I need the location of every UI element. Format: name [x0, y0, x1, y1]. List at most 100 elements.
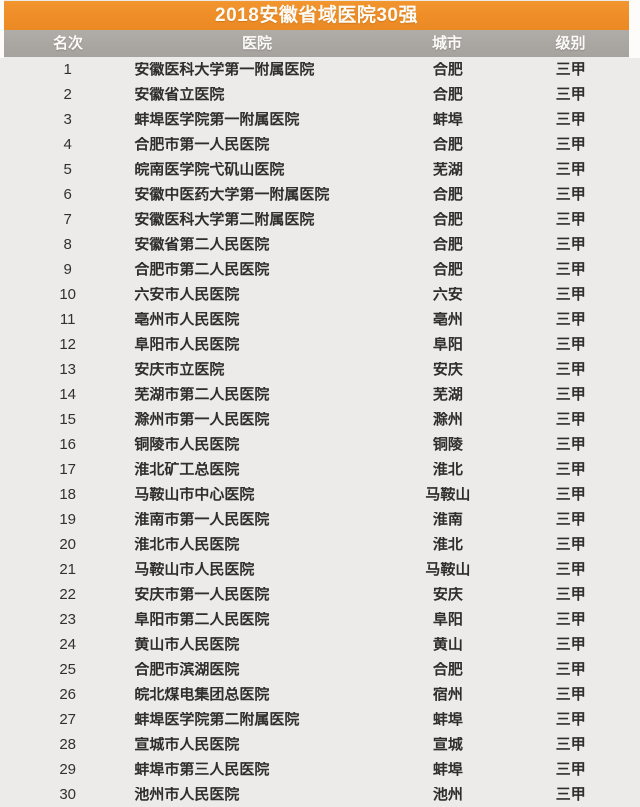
- cell-rank: 13: [59, 362, 77, 377]
- column-header-city: 城市: [431, 35, 462, 52]
- cell-rank: 22: [59, 587, 77, 602]
- cell-name: 皖北煤电集团总医院: [134, 687, 270, 702]
- cell-rank: 19: [59, 512, 77, 527]
- cell-city: 蚌埠: [432, 112, 463, 127]
- cell-level: 三甲: [555, 137, 586, 152]
- cell-rank: 15: [59, 412, 77, 427]
- cell-city: 宣城: [432, 737, 463, 752]
- cell-city: 黄山: [432, 637, 463, 652]
- table-row: 30 池州市人民医院 池州 三甲: [4, 782, 629, 807]
- cell-rank: 4: [63, 137, 72, 152]
- cell-name: 蚌埠医学院第二附属医院: [134, 712, 300, 727]
- cell-level: 三甲: [555, 262, 586, 277]
- cell-rank: 10: [59, 287, 77, 302]
- cell-name: 马鞍山市中心医院: [134, 487, 255, 502]
- cell-name: 亳州市人民医院: [134, 312, 240, 327]
- cell-name: 宣城市人民医院: [134, 737, 240, 752]
- cell-city: 亳州: [432, 312, 463, 327]
- cell-city: 淮北: [432, 537, 463, 552]
- table-row: 18 马鞍山市中心医院 马鞍山 三甲: [4, 482, 629, 507]
- cell-level: 三甲: [555, 412, 586, 427]
- cell-rank: 29: [59, 762, 77, 777]
- table-row: 1 安徽医科大学第一附属医院 合肥 三甲: [4, 57, 629, 82]
- cell-level: 三甲: [555, 237, 586, 252]
- cell-name: 皖南医学院弋矶山医院: [134, 162, 285, 177]
- cell-rank: 18: [59, 487, 77, 502]
- cell-city: 铜陵: [432, 437, 463, 452]
- column-header-rank: 名次: [52, 35, 83, 52]
- table-row: 20 淮北市人民医院 淮北 三甲: [4, 532, 629, 557]
- table-row: 24 黄山市人民医院 黄山 三甲: [4, 632, 629, 657]
- cell-name: 合肥市滨湖医院: [134, 662, 240, 677]
- cell-rank: 5: [63, 162, 72, 177]
- cell-city: 淮北: [432, 462, 463, 477]
- cell-city: 合肥: [432, 662, 463, 677]
- cell-rank: 24: [59, 637, 77, 652]
- cell-level: 三甲: [555, 762, 586, 777]
- table-row: 2 安徽省立医院 合肥 三甲: [4, 82, 629, 107]
- cell-city: 蚌埠: [432, 712, 463, 727]
- cell-name: 合肥市第二人民医院: [134, 262, 270, 277]
- cell-city: 安庆: [432, 587, 463, 602]
- column-header-name: 医院: [241, 35, 272, 52]
- cell-level: 三甲: [555, 662, 586, 677]
- cell-name: 池州市人民医院: [134, 787, 240, 802]
- table-row: 11 亳州市人民医院 亳州 三甲: [4, 307, 629, 332]
- cell-city: 合肥: [432, 62, 463, 77]
- cell-city: 合肥: [432, 237, 463, 252]
- page-left-margin: [0, 0, 4, 58]
- cell-city: 六安: [432, 287, 463, 302]
- cell-name: 六安市人民医院: [134, 287, 240, 302]
- cell-city: 淮南: [432, 512, 463, 527]
- cell-rank: 26: [59, 687, 77, 702]
- cell-name: 安徽省第二人民医院: [134, 237, 270, 252]
- cell-city: 合肥: [432, 262, 463, 277]
- cell-level: 三甲: [555, 362, 586, 377]
- cell-city: 阜阳: [432, 612, 463, 627]
- cell-rank: 7: [63, 212, 72, 227]
- table-row: 5 皖南医学院弋矶山医院 芜湖 三甲: [4, 157, 629, 182]
- cell-city: 宿州: [432, 687, 463, 702]
- cell-rank: 2: [63, 87, 72, 102]
- cell-rank: 1: [63, 62, 72, 77]
- cell-city: 芜湖: [432, 387, 463, 402]
- table-row: 19 淮南市第一人民医院 淮南 三甲: [4, 507, 629, 532]
- cell-level: 三甲: [555, 637, 586, 652]
- cell-level: 三甲: [555, 787, 586, 802]
- cell-rank: 16: [59, 437, 77, 452]
- cell-name: 安徽省立医院: [134, 87, 225, 102]
- table-row: 7 安徽医科大学第二附属医院 合肥 三甲: [4, 207, 629, 232]
- table-row: 12 阜阳市人民医院 阜阳 三甲: [4, 332, 629, 357]
- table-row: 13 安庆市立医院 安庆 三甲: [4, 357, 629, 382]
- cell-rank: 11: [59, 312, 76, 327]
- cell-rank: 8: [63, 237, 72, 252]
- cell-level: 三甲: [555, 737, 586, 752]
- table-row: 27 蚌埠医学院第二附属医院 蚌埠 三甲: [4, 707, 629, 732]
- cell-name: 芜湖市第二人民医院: [134, 387, 270, 402]
- cell-level: 三甲: [555, 562, 586, 577]
- cell-name: 蚌埠医学院第一附属医院: [134, 112, 300, 127]
- table-row: 26 皖北煤电集团总医院 宿州 三甲: [4, 682, 629, 707]
- cell-rank: 14: [59, 387, 77, 402]
- table-row: 28 宣城市人民医院 宣城 三甲: [4, 732, 629, 757]
- cell-level: 三甲: [555, 387, 586, 402]
- cell-name: 安徽中医药大学第一附属医院: [134, 187, 330, 202]
- cell-level: 三甲: [555, 187, 586, 202]
- cell-city: 马鞍山: [425, 487, 471, 502]
- cell-rank: 20: [59, 537, 77, 552]
- cell-city: 合肥: [432, 137, 463, 152]
- table-title-bar: 2018安徽省域医院30强: [4, 1, 629, 30]
- cell-level: 三甲: [555, 162, 586, 177]
- table-row: 16 铜陵市人民医院 铜陵 三甲: [4, 432, 629, 457]
- cell-level: 三甲: [555, 437, 586, 452]
- cell-name: 合肥市第一人民医院: [134, 137, 270, 152]
- table-row: 14 芜湖市第二人民医院 芜湖 三甲: [4, 382, 629, 407]
- cell-rank: 30: [59, 787, 77, 802]
- table-row: 6 安徽中医药大学第一附属医院 合肥 三甲: [4, 182, 629, 207]
- cell-level: 三甲: [555, 537, 586, 552]
- cell-level: 三甲: [555, 62, 586, 77]
- cell-rank: 6: [63, 187, 72, 202]
- cell-rank: 9: [63, 262, 72, 277]
- table-row: 25 合肥市滨湖医院 合肥 三甲: [4, 657, 629, 682]
